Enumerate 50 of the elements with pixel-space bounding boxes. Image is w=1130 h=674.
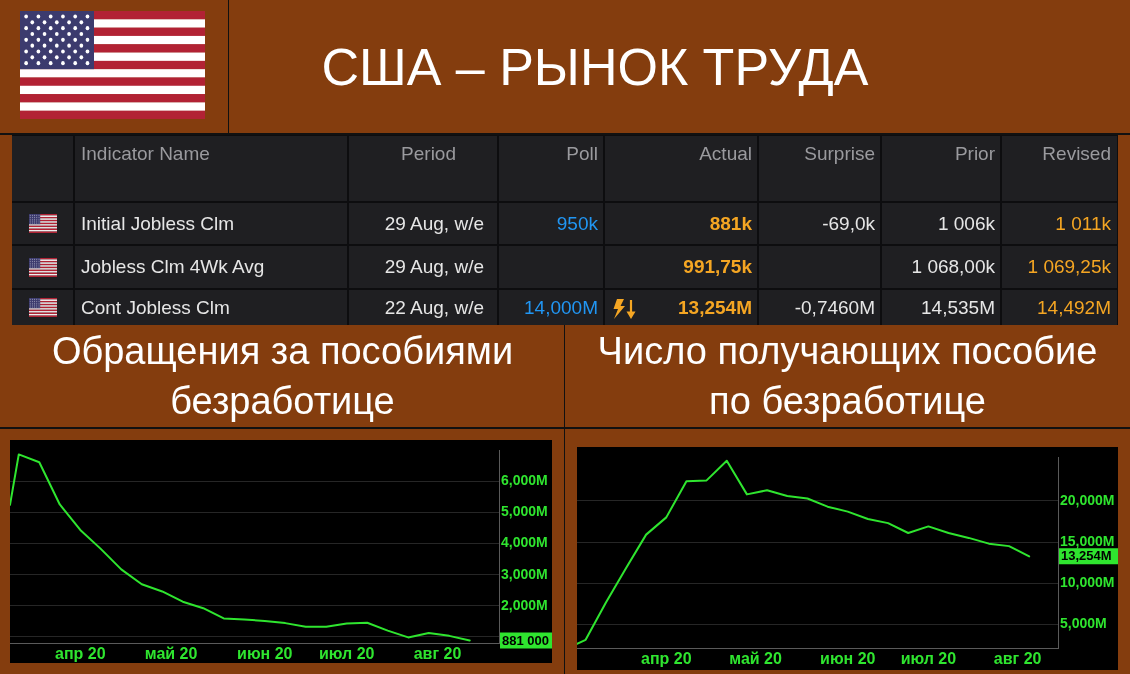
x-tick-label: июл 20 — [318, 645, 375, 663]
y-tick-label: 5,000M — [501, 503, 548, 520]
text: 22 Aug, w/e — [384, 296, 484, 318]
x-tick-label: май 20 — [144, 645, 198, 663]
text: 881 000 — [502, 632, 549, 648]
text: 13,254M — [678, 296, 752, 318]
text: 14,000M — [524, 296, 598, 318]
text: 14,535M — [921, 296, 995, 318]
text: -69,0k — [822, 212, 875, 234]
y-tick-label: 4,000M — [501, 534, 548, 551]
y-tick-label: 5,000M — [1060, 615, 1107, 632]
text: Initial Jobless Clm — [81, 212, 235, 234]
text: Cont Jobless Clm — [81, 296, 230, 318]
category-label: Indicator Name — [81, 143, 210, 165]
x-tick-label: май 20 — [729, 650, 782, 668]
text: 1 069,25k — [1027, 256, 1111, 277]
y-tick-label: 15,000M — [1060, 532, 1115, 549]
category-label: Prior — [954, 143, 995, 165]
category-label: Period — [401, 143, 456, 165]
text: 950k — [556, 212, 598, 234]
y-tick-label: 2,000M — [501, 596, 548, 613]
category-label: Poll — [566, 143, 598, 165]
text: 1 011k — [1055, 212, 1111, 234]
category-label: Surprise — [804, 143, 875, 165]
y-tick-label: 20,000M — [1060, 491, 1115, 508]
category-label: Actual — [699, 143, 752, 165]
chart-title: Обращения за пособиями безработице — [50, 329, 515, 424]
text: 13,254M — [1061, 548, 1112, 564]
text: 29 Aug, w/e — [384, 256, 484, 277]
y-tick-label: 6,000M — [501, 472, 548, 489]
x-tick-label: апр 20 — [54, 645, 106, 663]
y-tick-label: 3,000M — [501, 565, 548, 582]
text: США – РЫНОК ТРУДА — [321, 36, 869, 97]
text: 29 Aug, w/e — [384, 212, 484, 234]
text: Jobless Clm 4Wk Avg — [81, 256, 265, 277]
text: 1 068,00k — [911, 256, 995, 277]
x-tick-label: июн 20 — [820, 650, 876, 668]
text: 991,75k — [683, 256, 752, 277]
x-tick-label: июл 20 — [900, 650, 957, 668]
x-tick-label: авг 20 — [993, 650, 1042, 668]
text: 14,492M — [1037, 296, 1111, 318]
x-tick-label: июн 20 — [237, 645, 293, 663]
chart-title: Число получающих пособие по безработице — [596, 329, 1099, 424]
y-tick-label: 10,000M — [1060, 573, 1115, 590]
text: 1 006k — [937, 212, 995, 234]
category-label: Revised — [1042, 143, 1111, 165]
x-tick-label: апр 20 — [641, 650, 692, 668]
text: 881k — [709, 212, 752, 234]
text: -0,7460M — [794, 296, 875, 318]
x-tick-label: авг 20 — [413, 645, 462, 663]
